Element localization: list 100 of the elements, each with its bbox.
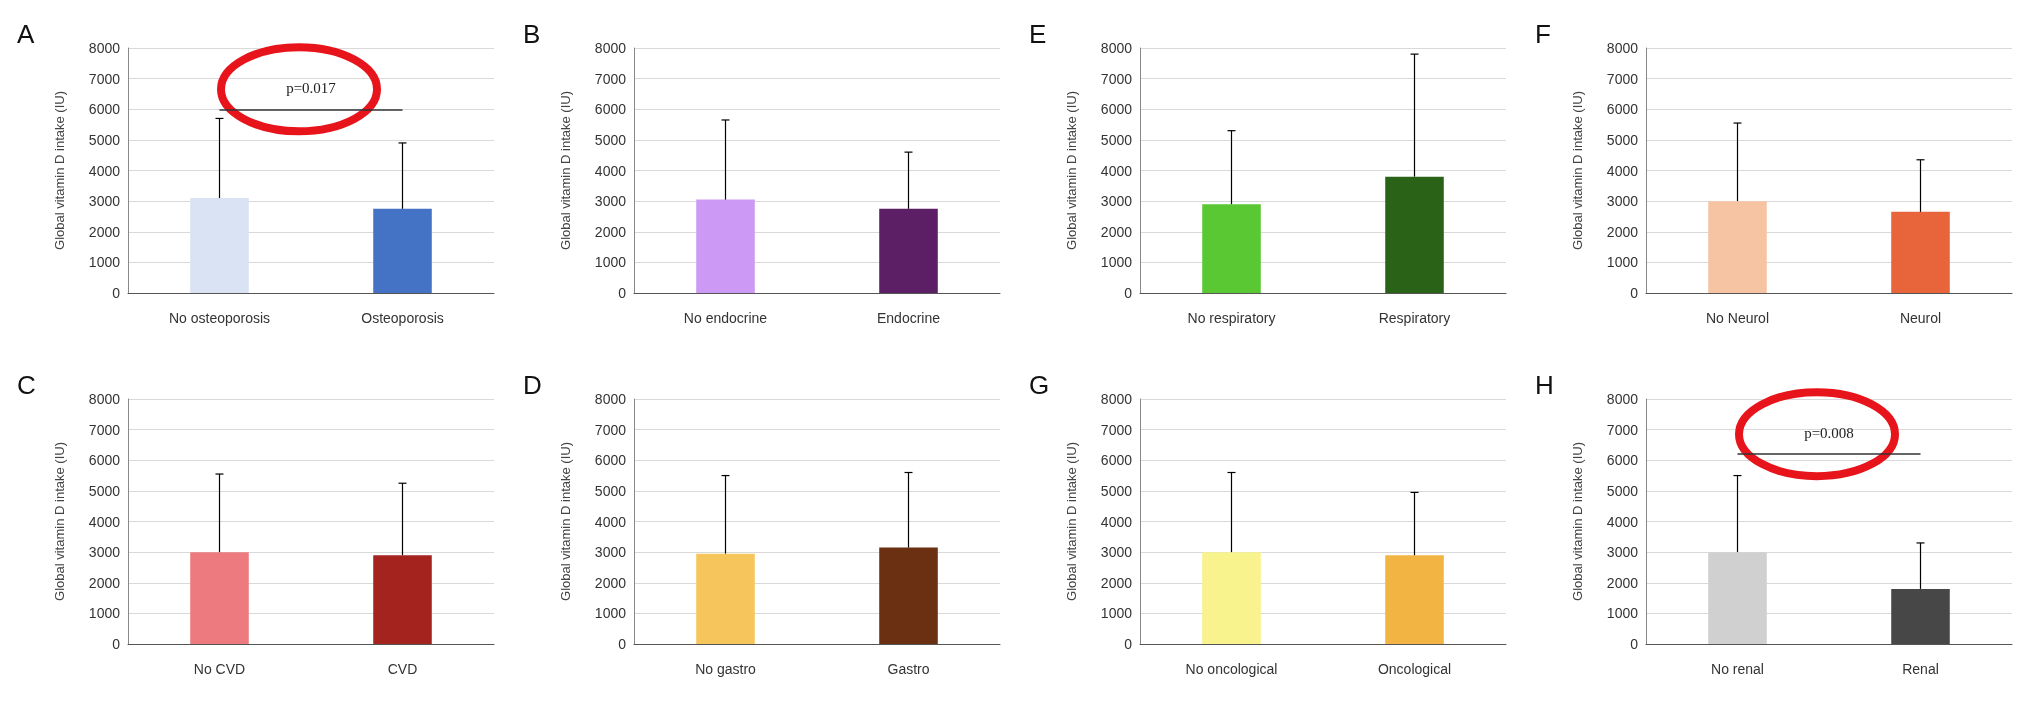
x-tick-label: No CVD [193, 661, 246, 677]
x-tick-label: Endocrine [876, 310, 941, 326]
chart-title: F [1535, 19, 1551, 49]
y-tick-label: 3000 [1100, 544, 1133, 561]
y-tick-label: 1000 [88, 254, 121, 271]
y-tick-label: 5000 [594, 482, 627, 499]
y-tick-label: 5000 [1606, 131, 1639, 148]
y-tick-label: 8000 [88, 391, 121, 407]
annotation: p=0.017 [286, 79, 337, 96]
y-tick-label: 0 [1124, 636, 1133, 652]
y-tick-label: 3000 [88, 193, 121, 210]
y-tick-label: 8000 [88, 40, 121, 56]
chart-title: H [1535, 370, 1554, 400]
y-axis-title: Global vitamin D intake (IU) [558, 91, 573, 250]
y-tick-label: 0 [618, 636, 627, 652]
y-tick-label: 1000 [1606, 605, 1639, 622]
y-axis-title: Global vitamin D intake (IU) [52, 442, 67, 601]
y-tick-label: 3000 [594, 544, 627, 561]
y-tick-label: 4000 [1606, 513, 1639, 530]
y-tick-label: 4000 [88, 513, 121, 530]
y-tick-label: 8000 [1606, 40, 1639, 56]
y-tick-label: 4000 [1100, 513, 1133, 530]
y-axis-title: Global vitamin D intake (IU) [52, 91, 67, 250]
y-tick-label: 1000 [594, 605, 627, 622]
y-tick-label: 6000 [88, 101, 121, 118]
y-tick-label: 5000 [1100, 482, 1133, 499]
chart-title: G [1029, 370, 1050, 400]
y-tick-label: 2000 [1606, 574, 1639, 591]
y-tick-label: 6000 [1606, 101, 1639, 118]
y-tick-label: 2000 [88, 574, 121, 591]
x-tick-label: No respiratory [1187, 310, 1276, 326]
y-tick-label: 6000 [594, 101, 627, 118]
y-tick-label: 2000 [1606, 223, 1639, 240]
chart-title: E [1029, 19, 1047, 49]
y-tick-label: 3000 [1100, 193, 1133, 210]
y-tick-label: 4000 [594, 513, 627, 530]
y-tick-label: 8000 [1606, 391, 1639, 407]
y-tick-label: 2000 [1100, 223, 1133, 240]
y-tick-label: 0 [1630, 285, 1639, 301]
y-tick-label: 7000 [594, 421, 627, 438]
y-tick-label: 1000 [1100, 254, 1133, 271]
x-tick-label: No oncological [1185, 661, 1278, 677]
x-tick-label: Osteoporosis [361, 310, 444, 326]
x-tick-label: No osteoporosis [168, 310, 271, 326]
y-tick-label: 2000 [1100, 574, 1133, 591]
y-axis-title: Global vitamin D intake (IU) [1064, 442, 1079, 601]
x-tick-label: No renal [1711, 661, 1764, 677]
y-axis-title: Global vitamin D intake (IU) [558, 442, 573, 601]
y-tick-label: 2000 [88, 223, 121, 240]
chart-title: B [523, 19, 541, 49]
y-tick-label: 7000 [88, 421, 121, 438]
chart-title: C [17, 370, 36, 400]
x-tick-label: Respiratory [1378, 310, 1451, 326]
x-tick-label: No endocrine [683, 310, 768, 326]
y-tick-label: 3000 [88, 544, 121, 561]
y-tick-label: 0 [1124, 285, 1133, 301]
x-tick-label: No Neurol [1705, 310, 1770, 326]
y-tick-label: 2000 [594, 223, 627, 240]
x-tick-label: Renal [1902, 661, 1939, 677]
y-tick-label: 6000 [1100, 452, 1133, 469]
y-tick-label: 8000 [1100, 391, 1133, 407]
chart-title: A [17, 19, 35, 49]
y-tick-label: 4000 [88, 162, 121, 179]
y-tick-label: 6000 [1606, 452, 1639, 469]
y-tick-label: 0 [112, 636, 121, 652]
y-tick-label: 7000 [594, 70, 627, 87]
y-axis-title: Global vitamin D intake (IU) [1570, 91, 1585, 250]
y-tick-label: 5000 [1100, 131, 1133, 148]
y-tick-label: 1000 [594, 254, 627, 271]
y-tick-label: 1000 [1606, 254, 1639, 271]
y-tick-label: 0 [1630, 636, 1639, 652]
y-tick-label: 5000 [88, 131, 121, 148]
x-tick-label: No gastro [695, 661, 757, 677]
annotation: p=0.008 [1804, 424, 1854, 441]
y-tick-label: 0 [618, 285, 627, 301]
y-tick-label: 6000 [1100, 101, 1133, 118]
y-tick-label: 4000 [1606, 162, 1639, 179]
y-tick-label: 3000 [1606, 544, 1639, 561]
y-tick-label: 7000 [1606, 421, 1639, 438]
y-tick-label: 1000 [88, 605, 121, 622]
y-tick-label: 8000 [594, 391, 627, 407]
y-tick-label: 5000 [88, 482, 121, 499]
y-tick-label: 8000 [594, 40, 627, 56]
chart-title: D [523, 370, 542, 400]
y-tick-label: 7000 [88, 70, 121, 87]
x-tick-label: Gastro [887, 661, 930, 677]
y-tick-label: 7000 [1100, 70, 1133, 87]
x-tick-label: CVD [387, 661, 418, 677]
y-tick-label: 4000 [1100, 162, 1133, 179]
y-tick-label: 2000 [594, 574, 627, 591]
y-tick-label: 6000 [88, 452, 121, 469]
x-tick-label: Neurol [1899, 310, 1942, 326]
y-axis-title: Global vitamin D intake (IU) [1570, 442, 1585, 601]
y-tick-label: 7000 [1100, 421, 1133, 438]
y-tick-label: 4000 [594, 162, 627, 179]
y-tick-label: 1000 [1100, 605, 1133, 622]
x-tick-label: Oncological [1377, 661, 1452, 677]
y-tick-label: 3000 [594, 193, 627, 210]
y-tick-label: 5000 [1606, 482, 1639, 499]
y-axis-title: Global vitamin D intake (IU) [1064, 91, 1079, 250]
